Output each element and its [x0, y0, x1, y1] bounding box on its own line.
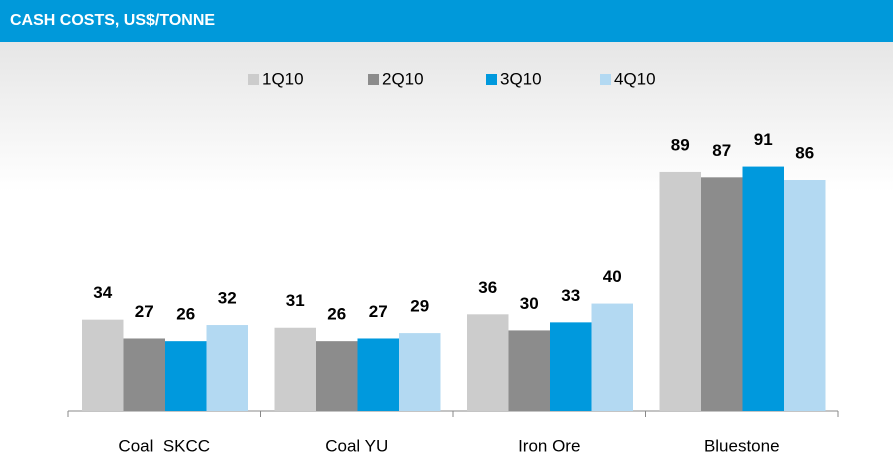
bar — [701, 177, 743, 411]
chart-title: CASH COSTS, US$/TONNE — [10, 12, 215, 29]
x-tick-label: Iron Ore — [518, 436, 580, 455]
bar — [467, 314, 509, 411]
bar — [274, 327, 316, 411]
bar — [742, 166, 784, 411]
bar — [508, 330, 550, 411]
data-label: 32 — [218, 289, 237, 308]
bar — [165, 341, 207, 411]
legend-label: 4Q10 — [614, 69, 656, 88]
data-label: 31 — [286, 291, 305, 310]
legend-swatch — [486, 74, 497, 85]
data-label: 89 — [671, 135, 690, 154]
bar — [591, 303, 633, 411]
legend-swatch — [600, 74, 611, 85]
data-label: 33 — [561, 286, 580, 305]
legend-swatch — [248, 74, 259, 85]
data-label: 27 — [135, 302, 154, 321]
data-label: 86 — [795, 143, 814, 162]
bar — [82, 319, 124, 411]
bar — [206, 325, 248, 411]
x-tick-label: Bluestone — [704, 436, 780, 455]
data-label: 87 — [712, 141, 731, 160]
data-label: 91 — [754, 130, 773, 149]
data-label: 26 — [176, 305, 195, 324]
data-label: 27 — [369, 302, 388, 321]
legend-label: 2Q10 — [382, 69, 424, 88]
bar — [316, 341, 358, 411]
bar — [550, 322, 592, 411]
bar — [357, 338, 399, 411]
data-label: 29 — [410, 297, 429, 316]
bar — [399, 333, 441, 411]
data-label: 26 — [327, 305, 346, 324]
data-label: 34 — [93, 283, 112, 302]
header-bar — [0, 0, 893, 42]
x-tick-label: Coal SKCC — [118, 436, 210, 455]
bar — [659, 171, 701, 411]
bar — [784, 180, 826, 411]
legend-label: 1Q10 — [262, 69, 304, 88]
legend-swatch — [368, 74, 379, 85]
legend-label: 3Q10 — [500, 69, 542, 88]
data-label: 30 — [520, 294, 539, 313]
data-label: 36 — [478, 278, 497, 297]
data-label: 40 — [603, 267, 622, 286]
bar — [123, 338, 165, 411]
x-tick-label: Coal YU — [325, 436, 388, 455]
